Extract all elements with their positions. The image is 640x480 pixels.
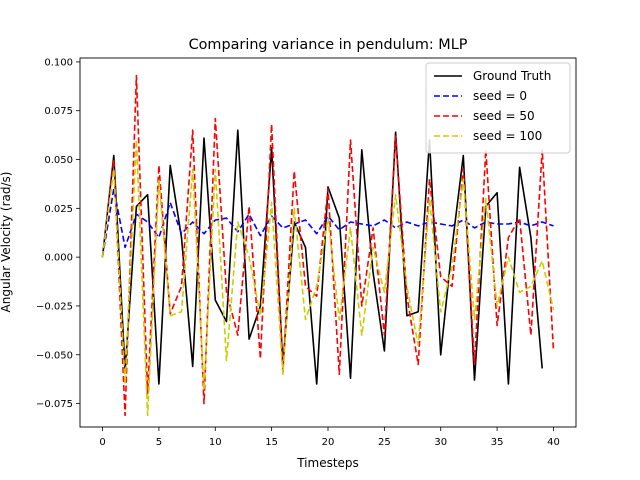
x-axis: 0 5 10 15 20 25 30 35 40 [99, 427, 560, 448]
x-tick-label: 25 [378, 437, 391, 448]
x-axis-label: Timesteps [296, 456, 359, 470]
x-tick-label: 5 [156, 437, 162, 448]
x-tick-label: 30 [434, 437, 447, 448]
legend-label: seed = 0 [473, 89, 527, 103]
x-tick-label: 35 [491, 437, 504, 448]
series-line-1 [101, 188, 554, 258]
x-tick-label: 10 [209, 437, 222, 448]
y-tick-label: −0.050 [36, 350, 73, 361]
legend-label: seed = 100 [473, 129, 542, 143]
y-tick-label: 0.000 [44, 253, 73, 264]
y-axis-label: Angular Velocity (rad/s) [0, 172, 13, 313]
x-tick-label: 40 [547, 437, 560, 448]
series-line-2 [101, 74, 555, 417]
y-tick-label: 0.050 [44, 155, 73, 166]
y-tick-label: 0.100 [44, 57, 73, 68]
legend-label: Ground Truth [473, 69, 551, 83]
x-tick-label: 20 [322, 437, 335, 448]
legend-label: seed = 50 [473, 109, 535, 123]
y-axis: −0.075 −0.050 −0.025 0.000 0.025 0.050 0.075 0.… [36, 57, 80, 410]
legend: Ground Truth seed = 0 seed = 50 seed = 100 [425, 62, 571, 154]
y-tick-label: 0.025 [44, 204, 73, 215]
plot-area [79, 57, 577, 428]
x-tick-label: 15 [265, 437, 278, 448]
y-tick-label: −0.025 [36, 301, 73, 312]
series-line-3 [101, 139, 555, 417]
series-layer [101, 74, 555, 417]
legend-box [425, 62, 571, 154]
y-tick-label: 0.075 [44, 106, 73, 117]
chart-title: Comparing variance in pendulum: MLP [189, 37, 468, 53]
x-tick-label: 0 [99, 437, 105, 448]
y-tick-label: −0.075 [36, 399, 73, 410]
